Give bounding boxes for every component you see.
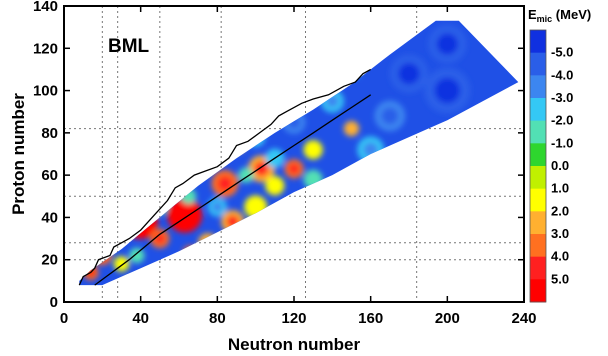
y-tick-label: 100 [33, 83, 58, 100]
colorbar-segment [530, 211, 546, 235]
x-tick-label: 120 [281, 310, 306, 327]
x-axis-ticks: 0 40 80 120 160 200 240 [60, 6, 537, 327]
x-tick-label: 240 [511, 310, 536, 327]
colorbar: -5.0 -4.0 -3.0 -2.0 -1.0 0.0 1.0 2.0 3.0 4.0 5.0 [529, 29, 573, 303]
colorbar-segment [530, 98, 546, 122]
colorbar-segment [530, 234, 546, 258]
annotation-label: BML [108, 36, 150, 57]
colorbar-segment [530, 120, 546, 144]
energy-hotspot [343, 120, 360, 137]
energy-hotspot-core [288, 163, 300, 175]
y-tick-label: 80 [41, 125, 58, 142]
energy-hotspot-core [436, 33, 458, 55]
colorbar-title-unit: (MeV) [552, 7, 591, 22]
energy-hotspot-core [217, 176, 233, 191]
energy-hotspot [129, 247, 145, 264]
energy-hotspot-core [212, 201, 223, 213]
colorbar-segment [530, 143, 546, 167]
energy-hotspot-core [434, 77, 460, 104]
energy-hotspot-core [381, 107, 399, 125]
stability-line [94, 94, 372, 286]
x-tick-label: 0 [60, 310, 68, 327]
energy-hotspot [265, 176, 285, 196]
x-tick-label: 80 [209, 310, 226, 327]
colorbar-label: 2.0 [551, 203, 569, 218]
colorbar-label: -1.0 [551, 135, 573, 150]
x-tick-label: 40 [132, 310, 149, 327]
colorbar-label: -2.0 [551, 113, 573, 128]
y-axis-ticks: 0 20 40 60 80 100 120 140 [33, 0, 524, 311]
colorbar-label: -3.0 [551, 90, 573, 105]
colorbar-segment [530, 75, 546, 99]
colorbar-label: 0.0 [551, 158, 569, 173]
energy-hotspot-core [398, 63, 420, 85]
energy-hotspot [303, 140, 323, 160]
colorbar-label: 3.0 [551, 226, 569, 241]
colorbar-segment [530, 166, 546, 190]
colorbar-label: -4.0 [551, 67, 573, 82]
y-tick-label: 120 [33, 40, 58, 57]
x-tick-label: 200 [435, 310, 460, 327]
y-tick-label: 40 [41, 209, 58, 226]
energy-hotspot-core [175, 205, 195, 225]
colorbar-label: 4.0 [551, 249, 569, 264]
y-tick-label: 20 [41, 252, 58, 269]
x-axis-title: Neutron number [228, 335, 361, 354]
colorbar-segment [530, 188, 546, 212]
y-tick-label: 140 [33, 0, 58, 15]
y-tick-label: 0 [50, 294, 58, 311]
colorbar-title: Emic (MeV) [528, 7, 591, 24]
y-axis-title: Proton number [9, 93, 28, 215]
colorbar-label: 5.0 [551, 271, 569, 286]
colorbar-frame [529, 29, 547, 303]
energy-hotspot [238, 167, 254, 183]
y-tick-label: 60 [41, 167, 58, 184]
curves [78, 68, 372, 286]
colorbar-label: 1.0 [551, 181, 569, 196]
colorbar-label: -5.0 [551, 45, 573, 60]
experimental-boundary-line [78, 68, 372, 286]
colorbar-segment [530, 256, 546, 280]
colorbar-title-main: E [528, 7, 537, 22]
colorbar-segment [530, 52, 546, 76]
colorbar-title-sub: mic [537, 14, 553, 24]
colorbar-segment [530, 279, 546, 303]
colorbar-segment [530, 30, 546, 54]
x-tick-label: 160 [358, 310, 383, 327]
